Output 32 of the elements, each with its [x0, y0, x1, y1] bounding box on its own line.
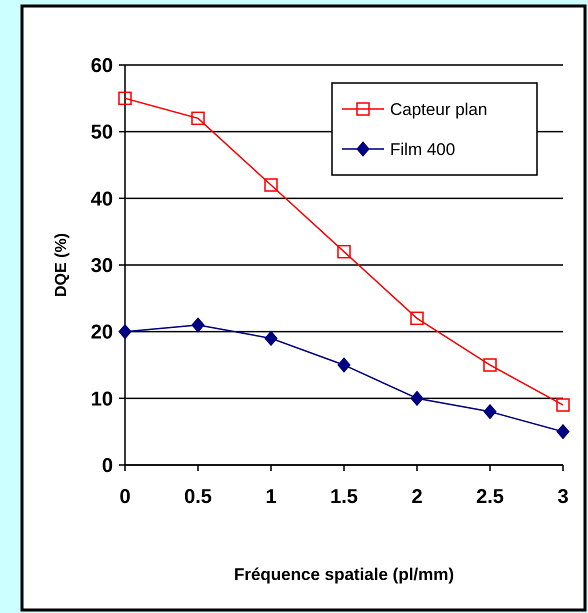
x-tick-label: 2 [411, 486, 423, 508]
point [556, 424, 570, 440]
x-tick-label: 3 [557, 486, 569, 508]
point [484, 404, 496, 420]
point [556, 398, 570, 412]
y-tick-label: 40 [90, 188, 113, 210]
x-axis-title: Fréquence spatiale (pl/mm) [234, 565, 454, 584]
point [410, 312, 424, 326]
y-tick-label: 0 [102, 455, 113, 477]
x-tick-label: 2.5 [476, 486, 504, 508]
point [264, 330, 278, 346]
point [483, 358, 497, 372]
x-tick-label: 0.5 [184, 486, 212, 508]
point [337, 244, 351, 258]
y-tick-label: 20 [90, 322, 113, 344]
y-tick-label: 60 [90, 55, 113, 77]
y-tick-label: 10 [90, 388, 113, 410]
x-tick-label: 1.5 [330, 486, 358, 508]
y-axis-title: DQE (%) [53, 233, 70, 297]
point [118, 92, 132, 106]
point [191, 112, 205, 126]
legend-label: Capteur plan [390, 100, 488, 119]
point [192, 318, 204, 332]
point [338, 358, 350, 372]
point [410, 390, 424, 406]
x-tick-label: 1 [265, 486, 277, 508]
point [264, 178, 278, 192]
legend-label: Film 400 [390, 140, 456, 159]
point [118, 324, 132, 340]
y-tick-label: 50 [90, 122, 113, 144]
x-tick-label: 0 [119, 486, 131, 508]
y-tick-label: 30 [90, 255, 113, 277]
